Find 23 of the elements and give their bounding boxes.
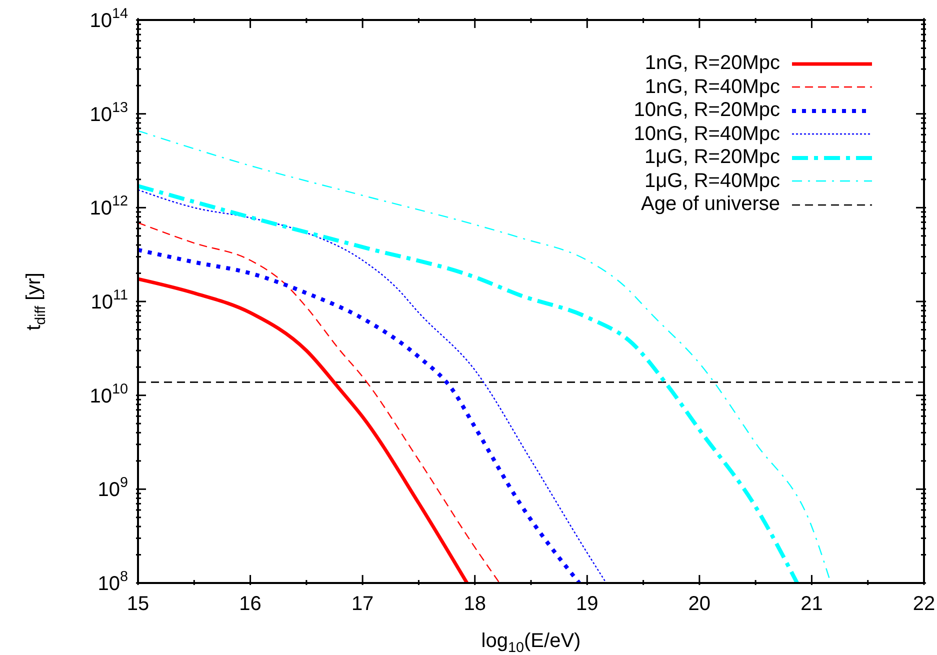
- y-tick-label: 10$^{13}$: [90, 100, 128, 126]
- x-tick-label: 15: [126, 593, 150, 615]
- x-tick-label: 19: [576, 593, 598, 615]
- y-tick-label: 10$^{10}$: [90, 382, 128, 408]
- y-tick-label: 10$^{9}$: [98, 476, 128, 502]
- y-tick-label: 10$^{11}$: [90, 288, 128, 314]
- y-tick-label: 10$^{8}$: [98, 569, 128, 595]
- x-tick-label: 16: [239, 593, 262, 615]
- legend-label: 1nG, R=20Mpc: [644, 52, 780, 76]
- x-tick-label: 21: [800, 593, 823, 615]
- legend-label: 10nG, R=20Mpc: [634, 99, 780, 122]
- x-axis-title: log$_{10}$(E/eV): [481, 630, 581, 655]
- y-tick-label: 10$^{14}$: [90, 6, 128, 32]
- legend-label: 1nG, R=40Mpc: [644, 76, 780, 99]
- y-tick-label: 10$^{12}$: [90, 194, 128, 220]
- legend-label: Age of universe: [641, 193, 780, 216]
- legend-label: 10nG, R=40Mpc: [634, 122, 780, 146]
- x-tick-label: 20: [688, 593, 711, 615]
- x-tick-label: 17: [351, 593, 374, 615]
- legend-label: 1μG, R=40Mpc: [644, 170, 780, 193]
- x-tick-label: 22: [912, 593, 936, 615]
- x-tick-label: 18: [464, 593, 486, 615]
- legend-label: 1μG, R=20Mpc: [644, 146, 780, 170]
